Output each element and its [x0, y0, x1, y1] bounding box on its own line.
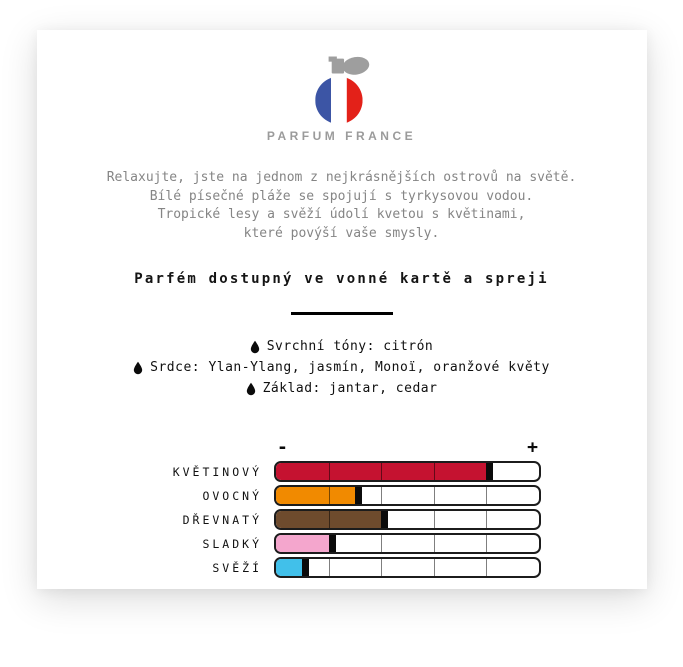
- fragrance-profile-chart: - + KVĚTINOVÝ OVOCNÝ DŘEVNATÝ SLADKÝ SVĚŽÍ: [142, 437, 541, 578]
- availability-heading: Parfém dostupný ve vonné kartě a spreji: [134, 271, 549, 287]
- chart-row: SLADKÝ: [142, 533, 541, 554]
- product-card: PARFUM FRANCE Relaxujte, jste na jednom …: [36, 30, 647, 589]
- atomizer-bulb: [342, 56, 369, 75]
- chart-value-fill: [276, 535, 329, 552]
- chart-gridline: [433, 487, 435, 504]
- chart-value-marker: [302, 559, 310, 576]
- chart-row: SVĚŽÍ: [142, 557, 541, 578]
- chart-gridline: [381, 487, 383, 504]
- note-heart: Srdce: Ylan-Ylang, jasmín, Monoï, oranžo…: [37, 357, 647, 378]
- chart-gridline: [486, 559, 488, 576]
- description-line: Bílé písečné pláže se spojují s tyrkysov…: [149, 188, 534, 204]
- chart-category-label: SVĚŽÍ: [212, 560, 262, 575]
- french-flag-circle: [314, 76, 363, 124]
- description-line: které povýší vaše smysly.: [243, 225, 440, 241]
- chart-gridline: [328, 559, 330, 576]
- chart-category-label: KVĚTINOVÝ: [172, 464, 262, 479]
- brand-name: PARFUM FRANCE: [266, 129, 417, 143]
- chart-track: [274, 557, 541, 578]
- note-top-label: Svrchní tóny: citrón: [266, 339, 434, 354]
- droplet-icon: [133, 361, 143, 374]
- scale-min-label: -: [277, 437, 288, 458]
- description-line: Relaxujte, jste na jednom z nejkrásnější…: [106, 170, 577, 185]
- chart-gridline: [433, 559, 435, 576]
- chart-gridline: [486, 535, 488, 552]
- note-base: Základ: jantar, cedar: [37, 378, 647, 399]
- chart-gridline: [328, 463, 330, 480]
- fragrance-notes: Svrchní tóny: citrón Srdce: Ylan-Ylang, …: [37, 336, 647, 399]
- chart-value-marker: [381, 511, 389, 528]
- chart-category-label: OVOCNÝ: [202, 488, 262, 503]
- chart-row: KVĚTINOVÝ: [142, 461, 541, 482]
- perfume-bottle-logo-icon: [314, 56, 369, 124]
- chart-value-marker: [354, 487, 362, 504]
- chart-gridline: [433, 511, 435, 528]
- chart-row: OVOCNÝ: [142, 485, 541, 506]
- droplet-icon: [250, 340, 259, 353]
- note-top: Svrchní tóny: citrón: [37, 336, 647, 357]
- chart-category-label: DŘEVNATÝ: [182, 512, 262, 527]
- chart-track: [274, 509, 541, 530]
- chart-track: [274, 461, 541, 482]
- chart-gridline: [486, 487, 488, 504]
- chart-category-label: SLADKÝ: [202, 536, 262, 551]
- chart-gridline: [381, 559, 383, 576]
- chart-gridline: [381, 535, 383, 552]
- chart-track: [274, 485, 541, 506]
- chart-value-fill: [276, 559, 303, 576]
- note-base-label: Základ: jantar, cedar: [262, 381, 438, 396]
- brand-logo: [37, 56, 647, 124]
- chart-gridline: [328, 511, 330, 528]
- note-heart-label: Srdce: Ylan-Ylang, jasmín, Monoï, oranžo…: [150, 360, 550, 375]
- scale-max-label: +: [527, 437, 538, 458]
- droplet-icon: [246, 382, 255, 395]
- chart-gridline: [381, 463, 383, 480]
- chart-value-fill: [276, 487, 355, 504]
- fragrance-profile-rows: KVĚTINOVÝ OVOCNÝ DŘEVNATÝ SLADKÝ SVĚŽÍ: [142, 461, 541, 578]
- chart-gridline: [433, 535, 435, 552]
- chart-gridline: [433, 463, 435, 480]
- chart-gridline: [486, 511, 488, 528]
- atomizer-nozzle: [331, 58, 344, 74]
- chart-scale-header: - +: [274, 437, 541, 458]
- chart-gridline: [328, 487, 330, 504]
- description-line: Tropické lesy a svěží údolí kvetou s kvě…: [157, 207, 526, 222]
- chart-value-marker: [328, 535, 336, 552]
- product-description: Relaxujte, jste na jednom z nejkrásnější…: [37, 169, 647, 243]
- chart-track: [274, 533, 541, 554]
- chart-row: DŘEVNATÝ: [142, 509, 541, 530]
- section-divider: [290, 312, 393, 315]
- chart-value-marker: [486, 463, 494, 480]
